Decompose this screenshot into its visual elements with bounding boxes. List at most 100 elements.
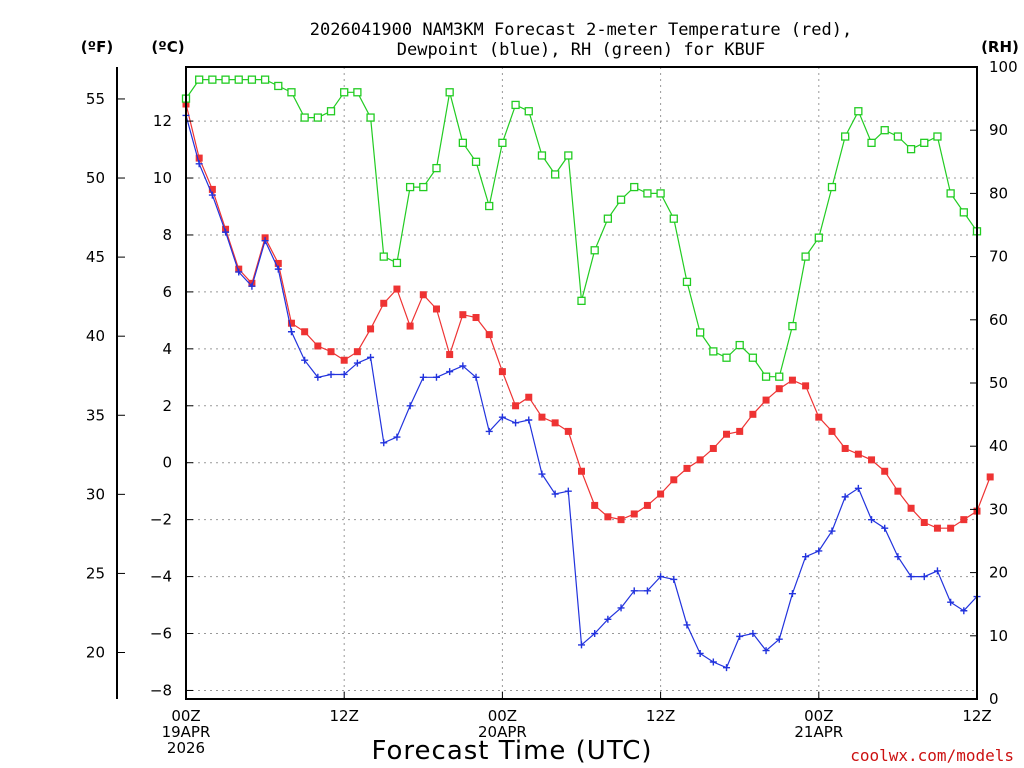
data-point xyxy=(947,524,955,532)
data-point xyxy=(762,396,770,404)
data-point xyxy=(881,524,889,532)
data-point xyxy=(814,233,823,242)
data-point xyxy=(959,208,968,217)
data-point xyxy=(775,385,783,393)
data-point xyxy=(247,75,257,84)
data-point xyxy=(287,328,295,336)
data-point xyxy=(749,630,757,638)
celsius-axis-label: (ºC) xyxy=(151,38,184,56)
data-point xyxy=(801,252,810,261)
celsius-tick-label: 0 xyxy=(162,454,172,472)
site-credit: coolwx.com/models xyxy=(850,746,1014,765)
fahrenheit-tick-label: 55 xyxy=(86,90,105,108)
data-point xyxy=(235,268,243,276)
rh-tick-label: 100 xyxy=(989,58,1018,76)
data-point xyxy=(564,487,572,495)
celsius-tick-label: 12 xyxy=(153,112,172,130)
data-point xyxy=(696,328,705,337)
x-tick-sublabel: 19APR xyxy=(162,723,211,741)
data-point xyxy=(208,191,216,199)
data-point xyxy=(393,433,401,441)
series-line xyxy=(185,115,978,669)
data-point xyxy=(881,467,889,475)
data-point xyxy=(379,252,388,261)
data-point xyxy=(748,353,758,362)
data-point xyxy=(380,439,388,447)
data-point xyxy=(195,75,204,84)
data-point xyxy=(234,75,243,84)
celsius-tick-label: −8 xyxy=(150,681,172,699)
data-point xyxy=(670,575,678,583)
data-point xyxy=(340,88,349,97)
celsius-tick-label: −4 xyxy=(150,568,172,586)
data-point xyxy=(577,296,586,305)
rh-tick-label: 40 xyxy=(989,437,1008,455)
data-point xyxy=(512,419,520,427)
rh-tick-label: 60 xyxy=(989,311,1008,329)
rh-tick-label: 20 xyxy=(989,564,1008,582)
data-point xyxy=(248,282,256,290)
data-point xyxy=(893,132,903,141)
data-point xyxy=(222,228,230,236)
data-point xyxy=(775,372,784,381)
series-dewpoint xyxy=(182,111,981,672)
data-point xyxy=(683,464,691,472)
data-point xyxy=(749,410,757,418)
data-point xyxy=(788,321,797,331)
fahrenheit-axis-label: (ºF) xyxy=(81,38,113,56)
x-tick-sublabel: 21APR xyxy=(794,723,843,741)
data-point xyxy=(393,285,401,293)
data-point xyxy=(920,518,928,526)
data-point xyxy=(221,75,230,84)
data-point xyxy=(670,476,678,484)
data-point xyxy=(498,368,506,376)
axes: −8 −6 −4 −2 0 2 4 6 8 10 12 20 25 30 35 40 45 50 55 0 10 20 30… xyxy=(86,58,1018,757)
data-point xyxy=(788,376,796,384)
data-point xyxy=(301,356,309,364)
x-tick-label: 12Z xyxy=(646,707,675,725)
rh-tick-label: 80 xyxy=(989,184,1008,202)
data-point xyxy=(327,370,335,378)
chart-title-line-1: 2026041900 NAM3KM Forecast 2-meter Tempe… xyxy=(310,20,852,40)
data-point xyxy=(419,182,428,192)
data-point xyxy=(591,501,599,509)
data-point xyxy=(815,413,823,421)
data-point xyxy=(591,630,599,638)
rh-tick-label: 0 xyxy=(989,690,999,708)
data-point xyxy=(775,635,783,643)
data-point xyxy=(723,664,731,672)
data-point xyxy=(313,113,322,122)
data-point xyxy=(736,632,744,640)
celsius-tick-label: −6 xyxy=(150,625,172,643)
data-point xyxy=(802,382,810,390)
celsius-tick-label: 6 xyxy=(162,283,172,301)
data-point xyxy=(854,107,863,116)
celsius-tick-label: 4 xyxy=(162,340,172,358)
series-line xyxy=(185,103,991,529)
data-point xyxy=(314,373,322,381)
data-point xyxy=(287,88,296,97)
data-point xyxy=(709,347,718,356)
data-point xyxy=(564,151,573,160)
data-point xyxy=(367,353,375,361)
data-point xyxy=(603,214,613,223)
data-point xyxy=(854,484,862,492)
data-point xyxy=(419,373,427,381)
data-point xyxy=(274,81,283,91)
x-tick-sublabel: 2026 xyxy=(167,739,205,757)
data-point xyxy=(933,132,942,141)
celsius-tick-label: 2 xyxy=(162,397,172,415)
data-point xyxy=(274,259,282,267)
data-point xyxy=(841,132,850,141)
data-point xyxy=(960,516,968,524)
data-point xyxy=(327,348,335,356)
data-point xyxy=(656,189,665,198)
data-point xyxy=(446,368,454,376)
data-point xyxy=(195,154,203,162)
data-point xyxy=(340,370,348,378)
data-point xyxy=(524,107,533,116)
data-point xyxy=(471,157,481,166)
data-point xyxy=(841,493,849,501)
data-point xyxy=(933,567,941,575)
data-point xyxy=(827,182,837,192)
